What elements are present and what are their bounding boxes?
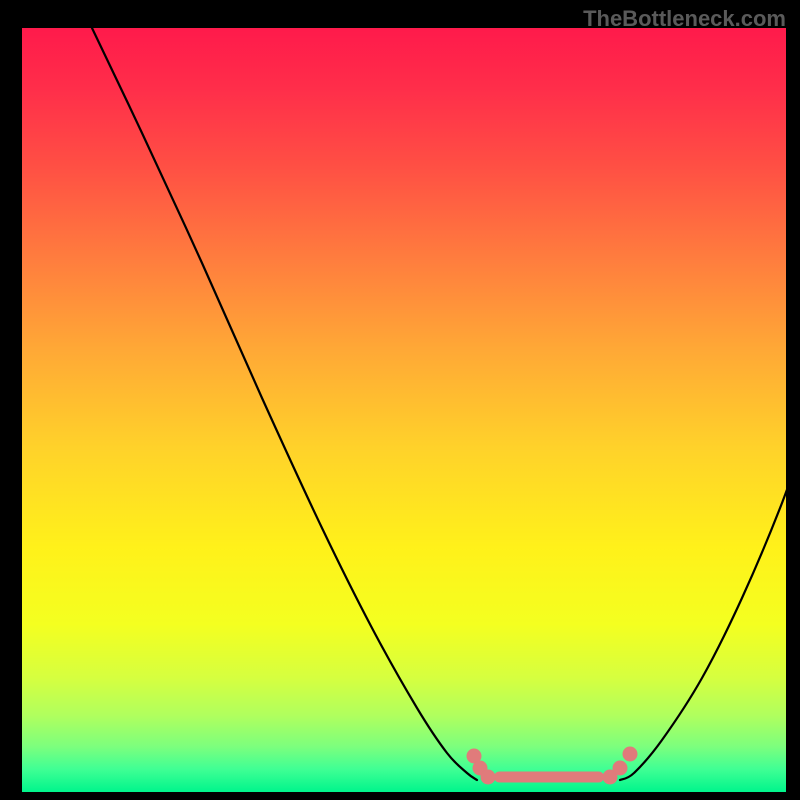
valley-dot: [481, 770, 496, 785]
bottleneck-curve: [22, 28, 786, 792]
valley-dot: [613, 761, 628, 776]
plot-area: [22, 28, 786, 792]
watermark-text: TheBottleneck.com: [583, 6, 786, 32]
valley-dot: [623, 747, 638, 762]
curve-path: [92, 28, 786, 780]
valley-bar: [494, 772, 604, 783]
chart-container: { "watermark": { "text": "TheBottleneck.…: [0, 0, 800, 800]
valley-marker-group: [467, 747, 638, 785]
